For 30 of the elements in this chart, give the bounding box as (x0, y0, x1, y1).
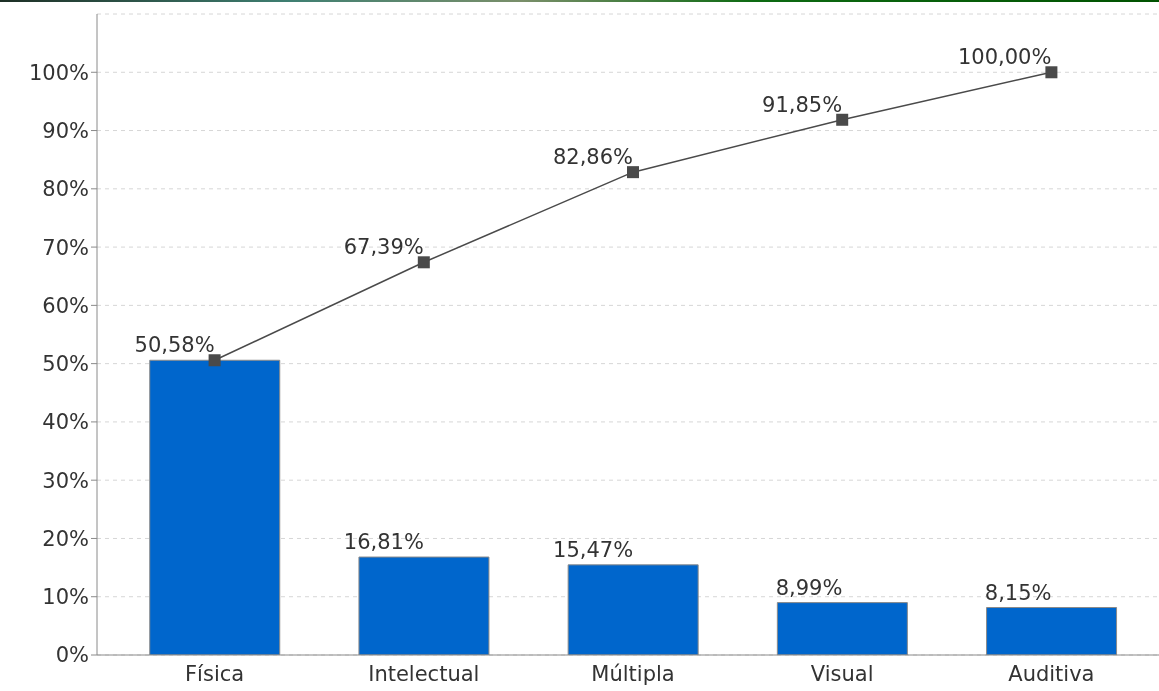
data-label: 67,39% (343, 235, 424, 260)
y-tick-label: 10% (42, 585, 89, 610)
point (836, 113, 849, 126)
y-tick-label: 0% (55, 643, 89, 668)
y-tick-label: 100% (28, 60, 89, 85)
data-label: 100,00% (957, 45, 1052, 70)
y-tick-label: 60% (42, 293, 89, 318)
point (208, 354, 221, 367)
y-tick-label: 90% (42, 119, 89, 143)
point (627, 166, 639, 179)
data-label: 16,81% (343, 530, 424, 555)
x-tick-label: Intelectual (368, 661, 480, 686)
y-tick-label: 30% (42, 468, 89, 493)
point (417, 256, 430, 269)
x-tick-label: Física (185, 661, 245, 686)
data-label: 50,58% (134, 333, 215, 358)
y-tick-label: 20% (42, 526, 89, 551)
data-label: 8,99% (775, 575, 843, 600)
data-label: 15,47% (553, 537, 634, 562)
data-label: 82,86% (552, 145, 633, 170)
data-label: 8,15% (984, 580, 1052, 605)
point (1045, 66, 1058, 79)
x-tick-label: Visual (810, 661, 874, 686)
x-tick-label: Auditiva (1008, 661, 1095, 686)
y-tick-label: 80% (42, 177, 89, 202)
y-tick-label: 50% (42, 352, 89, 377)
x-tick-label: Múltipla (591, 661, 675, 686)
data-label: 91,85% (762, 92, 843, 117)
y-tick-label: 40% (42, 410, 89, 435)
y-tick-label: 70% (42, 235, 89, 260)
